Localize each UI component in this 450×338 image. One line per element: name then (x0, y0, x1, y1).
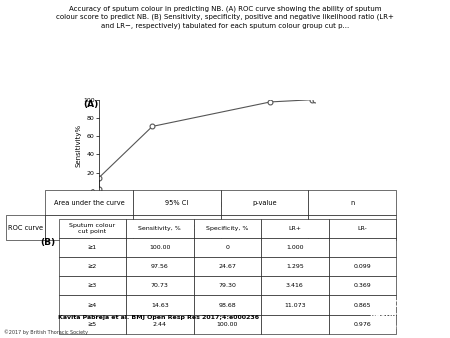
Text: Accuracy of sputum colour in predicting NB. (A) ROC curve showing the ability of: Accuracy of sputum colour in predicting … (56, 5, 394, 29)
Text: ©2017 by British Thoracic Society: ©2017 by British Thoracic Society (4, 330, 89, 335)
Text: Kavita Pabreja et al. BMJ Open Resp Res 2017;4:e000236: Kavita Pabreja et al. BMJ Open Resp Res … (58, 315, 260, 320)
Text: (A): (A) (83, 100, 99, 109)
Y-axis label: Sensitivity%: Sensitivity% (76, 124, 82, 167)
Text: (B): (B) (40, 238, 56, 247)
X-axis label: 100% - Specificity%: 100% - Specificity% (172, 201, 242, 208)
Text: BMJ Open
Respiratory
Research: BMJ Open Respiratory Research (369, 299, 423, 331)
